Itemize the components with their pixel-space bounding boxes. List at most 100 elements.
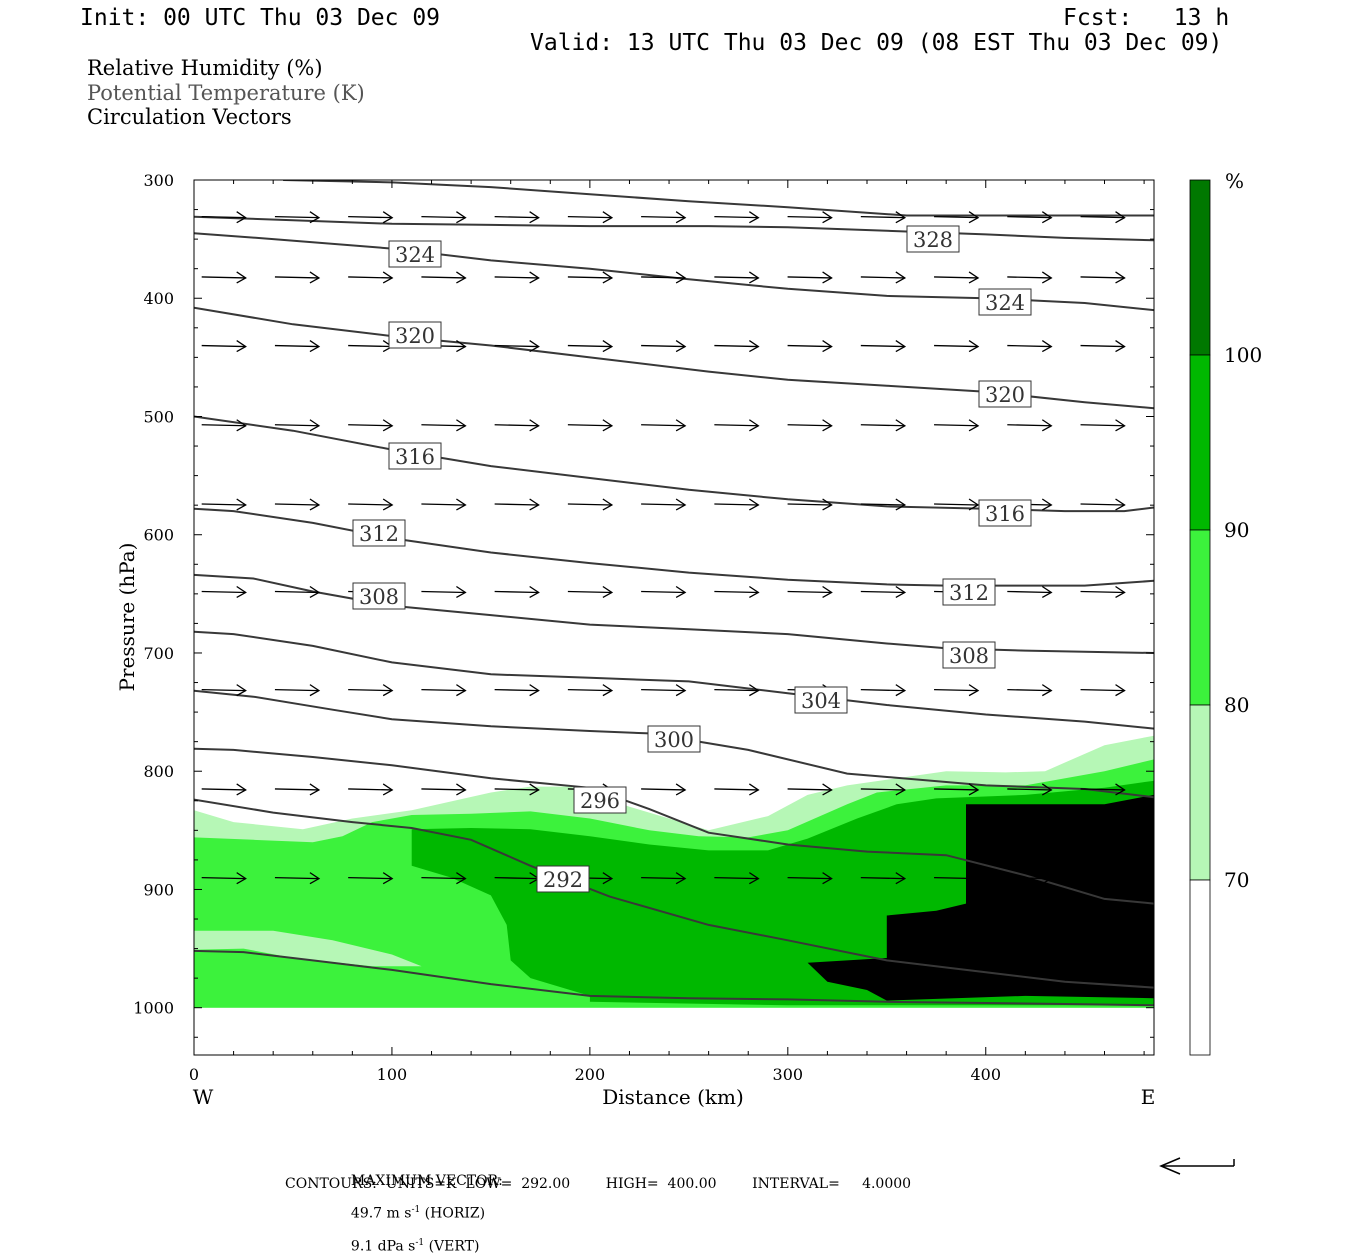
vector-head [675,271,687,284]
vector-shaft [714,590,759,594]
vector-shaft [641,876,686,880]
circulation-vector [494,419,540,432]
vector-shaft [421,424,466,427]
x-axis-west-label: W [193,1085,214,1109]
circulation-vector [641,872,687,885]
circulation-vector [567,211,614,224]
vector-shaft [934,688,979,692]
circulation-vector [787,339,833,353]
theta-label-text: 320 [985,383,1025,407]
circulation-vector [860,684,907,697]
y-tick-label: 500 [143,407,174,426]
vector-shaft [1080,424,1125,427]
vector-shaft [274,344,319,348]
vector-shaft [787,216,832,219]
rh-region-100+-3 [807,794,1154,1001]
theta-label-box [352,519,406,547]
vector-shaft [1080,503,1125,506]
vector-shaft [1007,688,1052,692]
vector-shaft [641,424,686,427]
circulation-vector [494,684,540,697]
vector-shaft [787,424,832,427]
circulation-vector [860,872,907,885]
forecast-hour: Fcst: 13 h [1063,5,1230,31]
theta-label-box [573,786,627,814]
circulation-vector [934,419,980,432]
vector-shaft [421,688,466,692]
circulation-vector [1007,339,1053,353]
theta-label-312: 312 [352,519,406,547]
vector-shaft [1007,590,1052,594]
vector-shaft [860,876,905,880]
circulation-vector [934,783,980,796]
vector-head [968,684,980,697]
vector-head [1115,872,1126,885]
circulation-vector [274,271,321,284]
vector-head [236,339,247,353]
vector-shaft [201,876,246,880]
vector-shaft [201,503,246,506]
y-tick-label: 900 [143,880,174,899]
theta-label-text: 324 [395,243,435,267]
vector-head [675,684,687,697]
vector-shaft [714,216,759,219]
vector-shaft [787,876,832,880]
circulation-vector [1007,211,1053,224]
circulation-vector [421,498,467,511]
vector-shaft [1080,876,1125,880]
vector-shaft [1007,344,1052,348]
circulation-vector [1080,684,1126,697]
vector-head [968,783,980,796]
vector-head [822,271,833,284]
vector-shaft [1007,424,1052,427]
colorbar-band->100 [1189,179,1211,356]
vector-head [748,872,760,885]
theta-label-box [352,582,406,610]
theta-label-316: 316 [978,499,1032,527]
vector-head [675,419,687,432]
vector-head [968,498,980,511]
vector-head [456,339,467,353]
vector-shaft [934,216,979,219]
vector-shaft [201,788,246,791]
vector-head [309,498,321,511]
circulation-vector [787,419,833,432]
y-tick-label: 700 [143,644,174,663]
vector-shaft [274,590,319,594]
vector-shaft [201,276,246,279]
vector-head [1041,498,1053,511]
circulation-vector [201,684,247,697]
vector-shaft [1080,788,1125,791]
theta-label-292: 292 [536,865,590,893]
theta-label-text: 308 [949,644,989,668]
vector-head [529,339,540,353]
theta-label-box [794,686,848,714]
theta-contour-328-1 [194,215,1154,242]
vector-head [309,419,321,432]
theta-label-box [942,578,996,606]
circulation-vector [421,783,467,796]
vector-head [675,783,687,796]
vector-shaft [494,590,539,594]
vector-head [968,271,980,284]
circulation-vector [348,419,394,432]
vector-head [456,211,467,224]
max-vector-label: MAXIMUM VECTOR: [350,1173,503,1189]
vector-head [309,585,321,599]
vector-head [968,211,980,224]
cross-section-chart: 328 324 324 320 320 316 316 312 312 308 308 304 300 2… [115,169,1262,1175]
vector-shaft [421,503,466,506]
circulation-vector [567,271,614,284]
vector-head [822,783,833,796]
vector-shaft [421,216,466,219]
theta-label-text: 304 [801,689,841,713]
theta-label-box [536,865,590,893]
y-tick-label: 800 [143,762,174,781]
vector-head [1041,783,1053,796]
theta-label-300: 300 [647,725,701,753]
circulation-vector [1080,419,1126,432]
circulation-vector [714,872,760,885]
max-vector-vert-exp: -1 [415,1237,425,1248]
vector-head [309,271,321,284]
vector-shaft [714,344,759,348]
